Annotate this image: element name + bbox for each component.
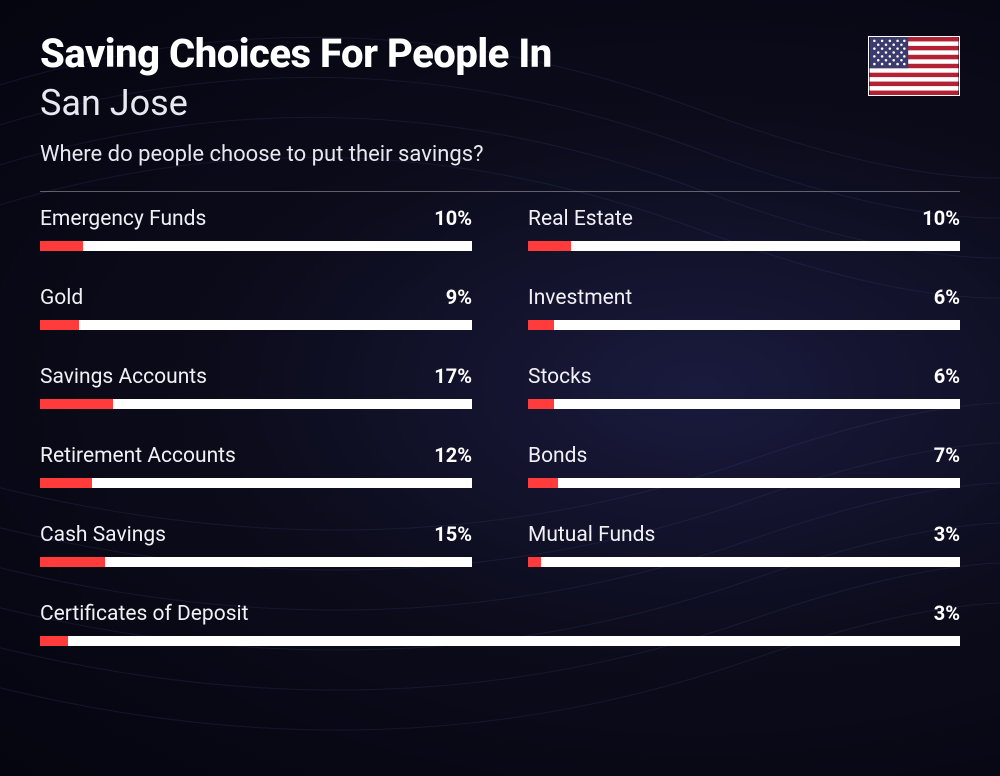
title-block: Saving Choices For People In San Jose Wh… [40, 32, 868, 167]
bar-item-label: Real Estate [528, 207, 633, 231]
bar-item-label: Investment [528, 286, 632, 310]
bar-item-head: Gold 9% [40, 285, 472, 310]
bar-track [40, 636, 960, 646]
bar-item-value: 3% [934, 522, 960, 546]
infographic-panel: Saving Choices For People In San Jose Wh… [0, 0, 1000, 666]
bars-grid: Emergency Funds 10% Real Estate 10% Gold 9% In… [40, 206, 960, 646]
bar-item-head: Cash Savings 15% [40, 522, 472, 547]
bar-fill [40, 399, 113, 409]
bar-fill [40, 478, 92, 488]
bar-track [528, 557, 960, 567]
bar-fill [528, 478, 558, 488]
bar-item-value: 12% [434, 443, 472, 467]
bar-item-head: Certificates of Deposit 3% [40, 601, 960, 626]
bar-item-label: Cash Savings [40, 523, 166, 547]
bar-item-label: Gold [40, 286, 83, 310]
bar-item-head: Bonds 7% [528, 443, 960, 468]
city-name: San Jose [40, 82, 868, 124]
bar-item-value: 6% [934, 285, 960, 309]
bar-item-value: 3% [934, 601, 960, 625]
bar-item: Stocks 6% [528, 364, 960, 409]
bar-fill [40, 557, 105, 567]
bar-item-label: Savings Accounts [40, 365, 207, 389]
bar-item-head: Stocks 6% [528, 364, 960, 389]
bar-item: Mutual Funds 3% [528, 522, 960, 567]
bar-item-label: Certificates of Deposit [40, 602, 249, 626]
bar-track [40, 478, 472, 488]
bar-item: Certificates of Deposit 3% [40, 601, 960, 646]
bar-item-head: Real Estate 10% [528, 206, 960, 231]
bar-fill [40, 241, 83, 251]
bar-track [528, 478, 960, 488]
bar-fill [528, 557, 541, 567]
bar-track [40, 399, 472, 409]
bar-item-value: 9% [446, 285, 472, 309]
page-title: Saving Choices For People In [40, 32, 868, 76]
bar-item: Savings Accounts 17% [40, 364, 472, 409]
bar-item-head: Savings Accounts 17% [40, 364, 472, 389]
bar-fill [528, 241, 571, 251]
bar-item: Investment 6% [528, 285, 960, 330]
bar-fill [40, 636, 68, 646]
bar-item-value: 10% [922, 206, 960, 230]
bar-track [528, 320, 960, 330]
bar-track [528, 399, 960, 409]
bar-item: Emergency Funds 10% [40, 206, 472, 251]
bar-item-head: Mutual Funds 3% [528, 522, 960, 547]
bar-fill [528, 320, 554, 330]
page-subtitle: Where do people choose to put their savi… [40, 142, 868, 167]
bar-item-label: Retirement Accounts [40, 444, 236, 468]
bar-item-head: Emergency Funds 10% [40, 206, 472, 231]
bar-item-value: 10% [434, 206, 472, 230]
bar-item-label: Mutual Funds [528, 523, 655, 547]
bar-item-label: Bonds [528, 444, 587, 468]
bar-item: Bonds 7% [528, 443, 960, 488]
us-flag-icon [868, 36, 960, 96]
divider [40, 191, 960, 192]
header-row: Saving Choices For People In San Jose Wh… [40, 32, 960, 167]
bar-item-label: Stocks [528, 365, 592, 389]
bar-item-head: Retirement Accounts 12% [40, 443, 472, 468]
bar-fill [528, 399, 554, 409]
bar-item-value: 7% [934, 443, 960, 467]
bar-item: Retirement Accounts 12% [40, 443, 472, 488]
bar-item: Real Estate 10% [528, 206, 960, 251]
bar-track [40, 241, 472, 251]
bar-track [40, 320, 472, 330]
bar-item: Gold 9% [40, 285, 472, 330]
bar-item-value: 6% [934, 364, 960, 388]
bar-item-value: 17% [434, 364, 472, 388]
bar-track [40, 557, 472, 567]
bar-fill [40, 320, 79, 330]
bar-item-head: Investment 6% [528, 285, 960, 310]
bar-item: Cash Savings 15% [40, 522, 472, 567]
bar-item-value: 15% [434, 522, 472, 546]
bar-track [528, 241, 960, 251]
bar-item-label: Emergency Funds [40, 207, 206, 231]
